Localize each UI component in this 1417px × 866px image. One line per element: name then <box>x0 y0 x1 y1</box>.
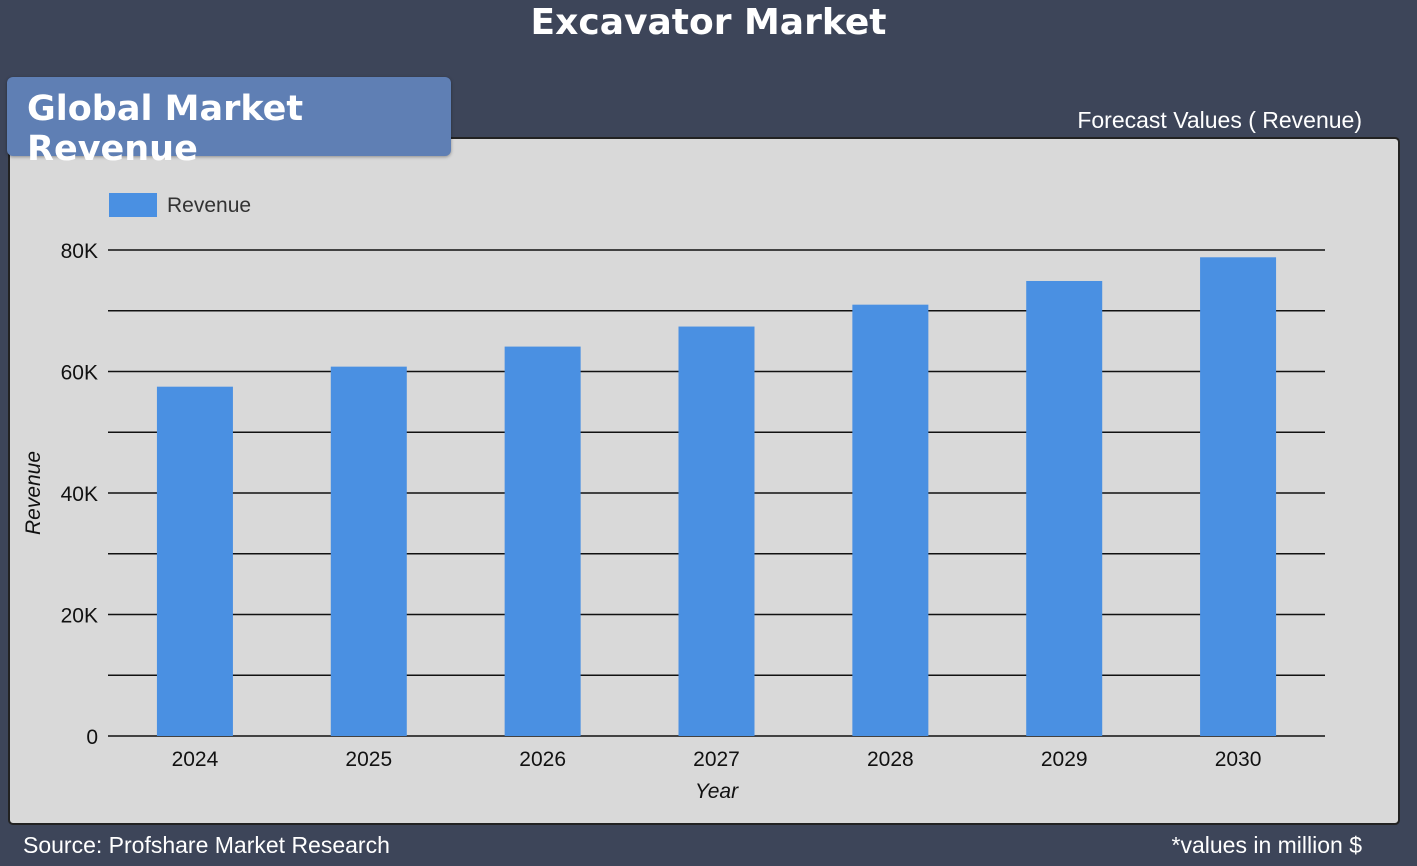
source-note: Source: Profshare Market Research <box>23 832 390 858</box>
bar-2025 <box>330 366 407 736</box>
y-axis-label: Revenue <box>22 451 45 535</box>
bar-2029 <box>1026 280 1103 736</box>
x-tick-label: 2026 <box>519 748 566 771</box>
y-tick-label: 80K <box>61 240 98 263</box>
legend-swatch <box>109 193 157 217</box>
y-tick-label: 60K <box>61 362 98 385</box>
bar-2027 <box>678 326 755 736</box>
bar-2028 <box>852 304 929 736</box>
x-axis-label: Year <box>695 780 739 803</box>
x-tick-label: 2028 <box>867 748 914 771</box>
x-tick-label: 2029 <box>1041 748 1088 771</box>
y-tick-label: 0 <box>86 726 98 749</box>
x-tick-label: 2025 <box>345 748 392 771</box>
x-tick-label: 2027 <box>693 748 740 771</box>
y-tick-label: 40K <box>61 483 98 506</box>
x-tick-label: 2030 <box>1215 748 1262 771</box>
badge-title: Global Market Revenue <box>27 89 304 169</box>
legend-label: Revenue <box>167 194 251 217</box>
units-note: *values in million $ <box>1171 832 1362 858</box>
bar-2030 <box>1200 257 1277 736</box>
bar-2026 <box>504 346 581 736</box>
x-tick-label: 2024 <box>172 748 219 771</box>
y-tick-label: 20K <box>61 605 98 628</box>
section-badge: Global Market Revenue <box>7 77 451 169</box>
forecast-label: Forecast Values ( Revenue) <box>1077 107 1362 133</box>
bar-2024 <box>156 386 233 736</box>
page-title: Excavator Market <box>530 2 887 43</box>
